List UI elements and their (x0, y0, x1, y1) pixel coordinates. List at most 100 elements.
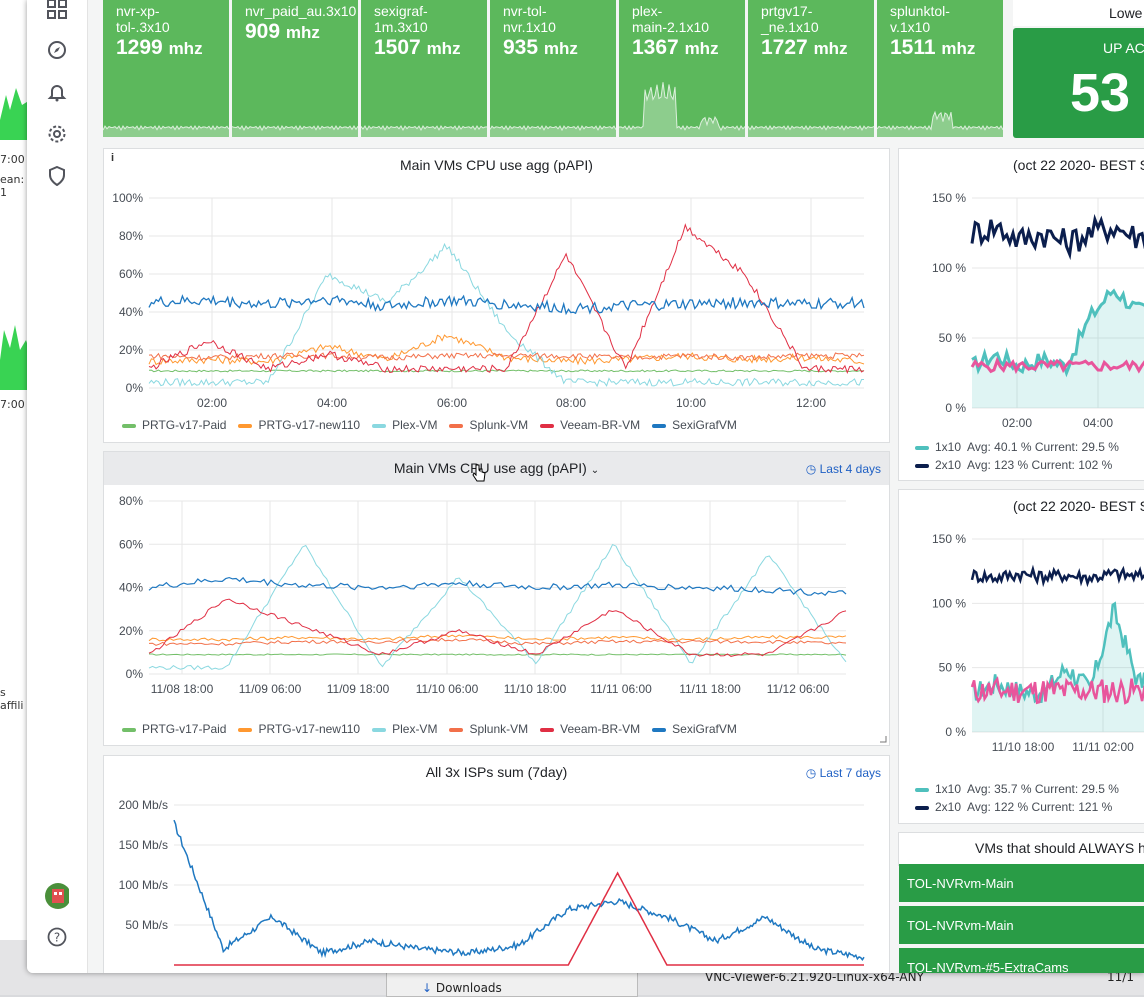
stat-sparkline (490, 125, 616, 137)
chart-legend: 1x10 Avg: 40.1 % Current: 29.5 % 2x10 Av… (915, 438, 1119, 474)
legend-item[interactable]: SexiGrafVM (652, 722, 737, 736)
legend-item[interactable]: SexiGrafVM (652, 418, 737, 432)
background-green-chart (0, 88, 30, 390)
stat-panel[interactable]: nvr-xp-tol-.3x10 1299 mhz (103, 0, 229, 137)
legend-swatch (540, 727, 555, 732)
series-line (148, 223, 865, 375)
up-panel-title: Lowe (1109, 5, 1143, 21)
legend-item[interactable]: Veeam-BR-VM (540, 722, 640, 736)
taskbar-file-item[interactable]: VNC-Viewer-6.21.920-Linux-x64-ANY (705, 970, 924, 984)
x-tick-label: 11/11 18:00 (679, 682, 741, 696)
series-line (148, 576, 847, 596)
stat-value: 1507 mhz (374, 36, 461, 59)
legend-item[interactable]: Veeam-BR-VM (540, 418, 640, 432)
chart-legend: 1x10 Avg: 35.7 % Current: 29.5 % 2x10 Av… (915, 780, 1119, 816)
cpu-panel-4days[interactable]: Main VMs CPU use agg (pAPI) ⌄ ◷ Last 4 d… (103, 451, 890, 746)
panel-title[interactable]: (oct 22 2020- BEST S (1013, 157, 1144, 173)
legend-swatch (915, 787, 929, 792)
panel-header-hover (104, 452, 889, 485)
up-stat-panel[interactable]: UP AC 53 (1013, 28, 1144, 138)
y-tick-label: 150 % (932, 532, 966, 546)
vm-panel-right-2[interactable]: (oct 22 2020- BEST S 0 % 50 % 100 % 150 % 11… (898, 489, 1144, 824)
vm-status-item[interactable]: TOL-NVRvm-Main (899, 906, 1144, 944)
vm-status-item[interactable]: TOL-NVRvm-#5-ExtraCams (899, 948, 1144, 973)
series-line (148, 242, 864, 388)
vm-panel-right-1[interactable]: (oct 22 2020- BEST S 0 % 50 % 100 % 150 % 02… (898, 148, 1144, 481)
cpu-line-chart: 0% 20% 40% 60% 80% 11/08 18:00 11/09 06:00 11/0… (119, 494, 847, 696)
x-tick-label: 11/10 18:00 (504, 682, 567, 696)
legend-item[interactable]: Plex-VM (372, 418, 437, 432)
panel-title[interactable]: Main VMs CPU use agg (pAPI) ⌄ (393, 460, 600, 476)
alerting-bell-icon[interactable] (45, 80, 69, 104)
x-tick-label: 04:00 (1083, 416, 1113, 430)
panel-title[interactable]: VMs that should ALWAYS h (975, 840, 1144, 856)
stat-panel[interactable]: plex-main-2.1x10 1367 mhz (619, 0, 745, 137)
stat-panel[interactable]: nvr_paid_au.3x10 909 mhz (232, 0, 358, 137)
legend-swatch (372, 727, 387, 732)
stat-value: 1727 mhz (761, 36, 848, 59)
stat-panel[interactable]: nvr-tol-nvr.1x10 935 mhz (490, 0, 616, 137)
stat-panel[interactable]: prtgv17- _ne.1x10 1727 mhz (748, 0, 874, 137)
vm-status-item[interactable]: TOL-NVRvm-Main (899, 864, 1144, 902)
y-tick-label: 200 Mb/s (119, 798, 168, 812)
vm-always-panel[interactable]: VMs that should ALWAYS h (898, 832, 1144, 973)
legend-item[interactable]: PRTG-v17-Paid (122, 722, 226, 736)
mouse-cursor-hand-icon (472, 464, 486, 482)
background-window: 7:00 ean: 1 7:00 s affili (0, 0, 31, 940)
legend-swatch (122, 423, 136, 428)
stat-name: nvr-tol-nvr.1x10 (503, 3, 556, 35)
explore-compass-icon[interactable] (45, 38, 69, 62)
y-tick-label: 0 % (945, 725, 966, 739)
isp-line-chart: 50 Mb/s 100 Mb/s 150 Mb/s 200 Mb/s (119, 798, 865, 966)
chart-legend: PRTG-v17-Paid PRTG-v17-new110 Plex-VM Splun… (122, 722, 749, 736)
series-line (148, 634, 847, 642)
stat-value: 1367 mhz (632, 36, 719, 59)
legend-swatch (540, 423, 555, 428)
user-avatar[interactable] (45, 883, 69, 909)
downloads-folder[interactable]: ↓ Downloads (422, 981, 502, 995)
series-line (970, 564, 1144, 588)
grafana-window: ? nvr-xp-tol-.3x10 1299 mhz nvr_paid_au.3x… (27, 0, 1144, 973)
legend-item[interactable]: PRTG-v17-Paid (122, 418, 226, 432)
series-line (970, 676, 1144, 705)
series-line (148, 369, 865, 373)
stat-panel[interactable]: sexigraf- 1m.3x10 1507 mhz (361, 0, 487, 137)
y-tick-label: 20% (119, 343, 143, 357)
x-tick-label: 10:00 (676, 396, 706, 410)
x-tick-label: 02:00 (1002, 416, 1032, 430)
legend-item[interactable]: Plex-VM (372, 722, 437, 736)
legend-item[interactable]: PRTG-v17-new110 (238, 722, 360, 736)
server-admin-shield-icon[interactable] (45, 164, 69, 188)
chevron-down-icon[interactable]: ⌄ (590, 465, 600, 476)
dashboards-icon[interactable] (45, 0, 69, 21)
legend-item[interactable]: PRTG-v17-new110 (238, 418, 360, 432)
resize-handle-icon[interactable] (878, 734, 888, 744)
panel-info-icon[interactable]: i (111, 152, 115, 164)
stat-panel[interactable]: splunktol-v.1x10 1511 mhz (877, 0, 1003, 137)
series-line (149, 653, 847, 656)
series-line (970, 356, 1144, 375)
configuration-gear-icon[interactable] (45, 122, 69, 146)
panel-title[interactable]: All 3x ISPs sum (7day) (425, 764, 568, 780)
series-line (971, 288, 1144, 378)
stat-value: 909 mhz (245, 20, 320, 43)
up-stat-value: 53 (1070, 63, 1131, 123)
legend-item[interactable]: Splunk-VM (449, 722, 528, 736)
cpu-panel-recent[interactable]: i Main VMs CPU use agg (pAPI) 0% 20% 40% 60… (103, 148, 890, 443)
y-tick-label: 50 % (939, 661, 967, 675)
panel-title[interactable]: Main VMs CPU use agg (pAPI) (400, 157, 593, 173)
help-icon[interactable]: ? (45, 925, 69, 949)
stat-name: nvr_paid_au.3x10 (245, 3, 357, 19)
panel-title[interactable]: (oct 22 2020- BEST S (1013, 498, 1144, 514)
time-range-link[interactable]: ◷ Last 7 days (805, 766, 881, 780)
x-tick-label: 04:00 (317, 396, 347, 410)
svg-text:?: ? (54, 931, 60, 945)
series-area (972, 290, 1144, 408)
background-text: s affili (0, 686, 24, 712)
legend-item[interactable]: Splunk-VM (449, 418, 528, 432)
x-tick-label: 11/11 06:00 (590, 682, 652, 696)
time-range-link[interactable]: ◷ Last 4 days (805, 462, 881, 476)
isp-panel-7day[interactable]: All 3x ISPs sum (7day) ◷ Last 7 days 50 … (103, 755, 890, 973)
stat-name: splunktol-v.1x10 (890, 3, 950, 35)
